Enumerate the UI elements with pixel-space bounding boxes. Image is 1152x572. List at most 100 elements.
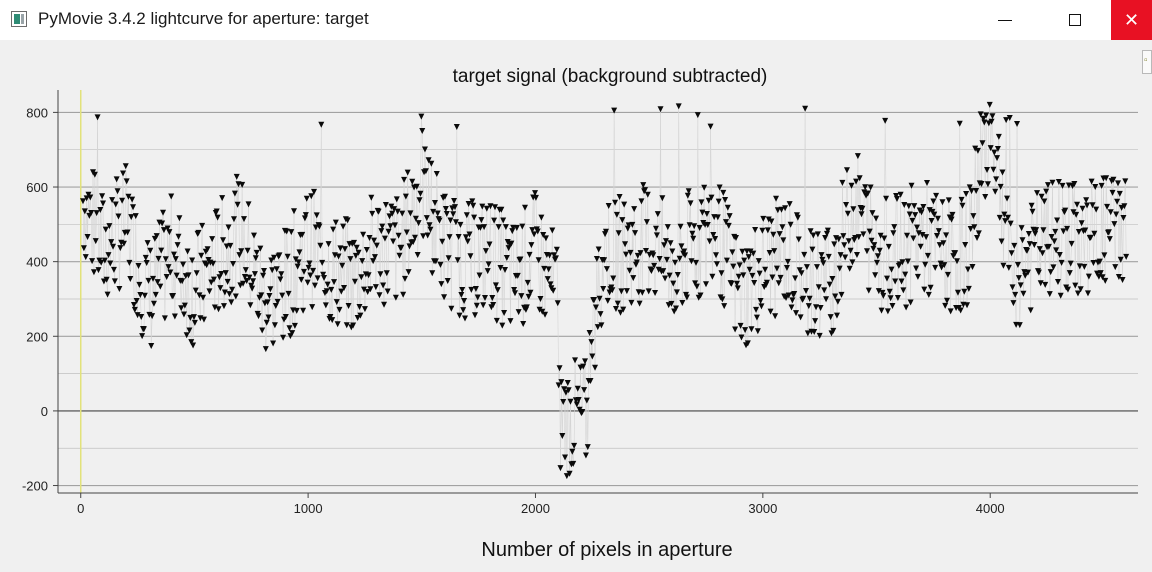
data-point	[119, 197, 126, 204]
data-point	[130, 301, 137, 308]
connector-segment	[987, 123, 990, 185]
connector-segment	[825, 233, 828, 300]
data-point	[537, 296, 544, 303]
data-point	[987, 145, 994, 152]
connector-segment	[442, 197, 445, 298]
data-point	[456, 312, 463, 319]
data-point	[390, 238, 397, 245]
connector-segment	[518, 259, 520, 313]
data-point	[80, 245, 87, 252]
lightcurve-plot[interactable]: target signal (background subtracted) -2…	[0, 40, 1152, 572]
minimize-button[interactable]	[982, 0, 1028, 40]
data-point	[894, 294, 901, 301]
connector-segment	[379, 274, 381, 296]
data-point	[676, 255, 683, 262]
connector-segment	[214, 212, 217, 308]
data-point	[234, 201, 241, 208]
connector-segment	[217, 217, 219, 310]
data-point	[167, 269, 174, 276]
connector-segment	[311, 270, 314, 308]
data-point	[288, 229, 295, 236]
data-point	[713, 252, 720, 259]
data-point	[471, 214, 478, 221]
data-point	[160, 209, 167, 216]
data-point	[917, 243, 924, 250]
data-point	[684, 192, 691, 199]
connector-segment	[716, 217, 719, 265]
data-point	[1066, 270, 1073, 277]
data-point	[1003, 117, 1010, 124]
connector-segment	[619, 197, 621, 313]
data-point	[272, 303, 279, 310]
connector-segment	[919, 210, 921, 247]
data-point	[299, 231, 306, 238]
data-point	[283, 228, 290, 235]
connector-segment	[356, 247, 358, 319]
data-point	[557, 465, 564, 472]
data-point	[253, 249, 260, 256]
data-point	[230, 261, 237, 268]
data-point	[391, 222, 398, 229]
connector-segment	[524, 207, 527, 310]
data-point	[1018, 225, 1025, 232]
data-point	[232, 293, 239, 300]
data-point	[241, 273, 248, 280]
data-point	[155, 255, 162, 262]
data-point	[637, 250, 644, 257]
connector-segment	[846, 170, 849, 214]
data-point	[698, 199, 705, 206]
connector-segment	[1003, 214, 1005, 266]
data-point	[923, 234, 930, 241]
data-point	[208, 279, 215, 286]
data-point	[293, 307, 300, 314]
data-point	[365, 272, 372, 279]
connector-segment	[674, 262, 677, 309]
data-point	[91, 171, 98, 178]
data-point	[778, 206, 785, 213]
connector-segment	[1009, 117, 1011, 224]
data-point	[99, 193, 106, 200]
data-point	[150, 275, 157, 282]
connector-segment	[124, 166, 127, 233]
data-point	[570, 460, 577, 467]
data-point	[172, 256, 179, 263]
connector-segment	[174, 259, 177, 317]
connector-segment	[974, 148, 977, 192]
connector-segment	[1118, 193, 1121, 277]
data-point	[715, 198, 722, 205]
connector-segment	[385, 205, 388, 274]
data-point	[403, 229, 410, 236]
data-point	[230, 216, 237, 223]
data-point	[334, 321, 341, 328]
data-point	[214, 214, 221, 221]
data-point	[984, 181, 991, 188]
data-point	[416, 197, 423, 204]
connector-segment	[645, 222, 648, 252]
connector-segment	[144, 257, 147, 296]
connector-segment	[497, 227, 499, 291]
data-point	[124, 229, 131, 236]
data-point	[707, 123, 714, 130]
close-button[interactable]: ✕	[1111, 0, 1152, 40]
connector-segment	[259, 248, 261, 298]
data-point	[1060, 228, 1067, 235]
connector-segment	[413, 187, 416, 238]
data-point	[485, 261, 492, 268]
connector-segment	[590, 342, 592, 382]
data-point	[276, 252, 283, 259]
connector-segment	[456, 126, 459, 261]
connector-segment	[1064, 210, 1067, 288]
maximize-button[interactable]	[1052, 0, 1098, 40]
window-titlebar[interactable]: PyMovie 3.4.2 lightcurve for aperture: t…	[0, 0, 1152, 40]
data-point	[719, 296, 726, 303]
connector-segment	[306, 198, 308, 283]
data-point	[538, 214, 545, 221]
connector-segment	[345, 219, 348, 326]
data-point	[975, 230, 982, 237]
data-point	[633, 259, 640, 266]
data-point	[191, 319, 198, 326]
data-point	[657, 106, 664, 113]
data-point	[964, 302, 971, 309]
data-point	[123, 178, 130, 185]
connector-segment	[795, 215, 798, 314]
